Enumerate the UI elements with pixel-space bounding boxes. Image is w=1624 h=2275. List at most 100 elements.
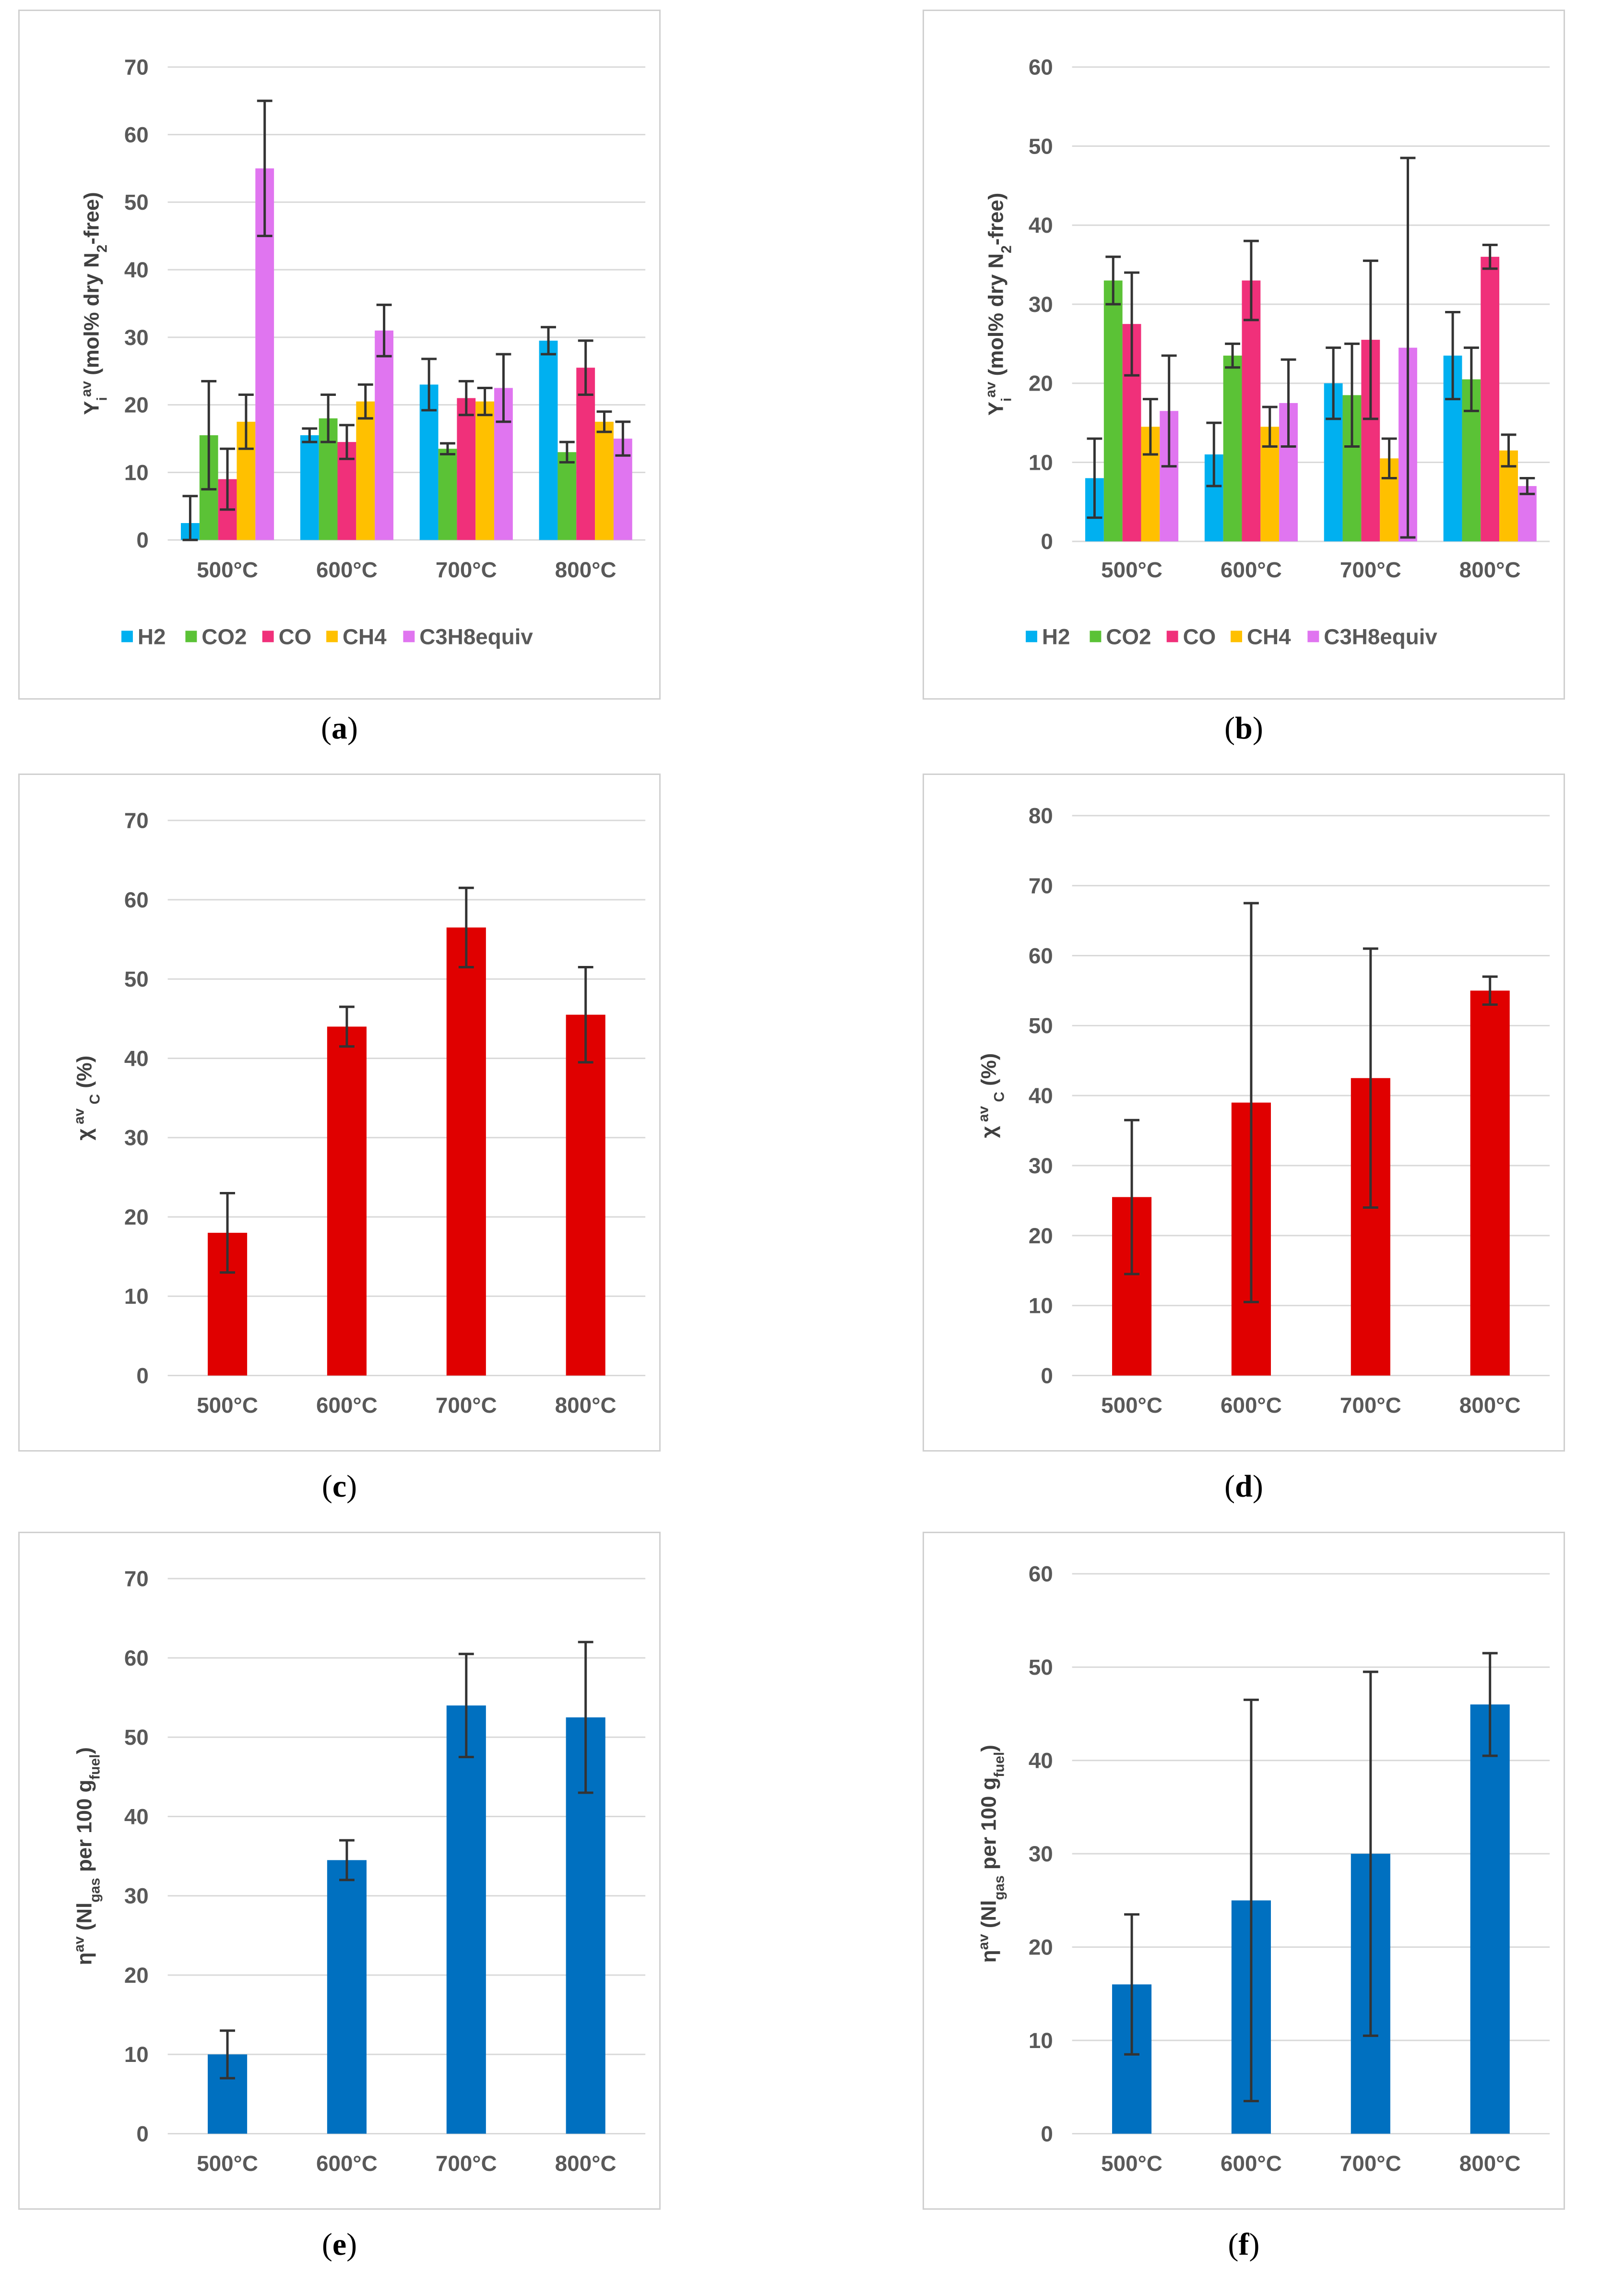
x-tick-label: 700°C [1340,2151,1401,2176]
y-tick-label: 0 [136,528,148,552]
error-bar [559,441,575,464]
y-tick-label: 60 [1029,943,1053,968]
y-axis-label: χ av C (%) [71,1056,103,1141]
error-bar [477,386,493,417]
y-tick-label: 70 [124,55,149,80]
y-tick-label: 70 [1029,874,1053,898]
legend-label: CO2 [202,624,247,649]
y-tick-label: 30 [124,1884,149,1908]
error-bar [578,1641,593,1794]
caption-e: (e) [321,2227,357,2262]
x-tick-label: 600°C [316,1393,378,1417]
x-tick-label: 800°C [555,1393,616,1417]
chart-panel-b: 0 10 20 30 40 50 60 500°C 600°C 700°C 800°C Yiav (m… [923,10,1565,700]
legend-swatch [403,631,415,643]
error-bar [1326,346,1341,420]
chart-panel-d: 0 10 20 30 40 50 60 70 80 500°C 600°C 700°C 800°C χ a… [923,774,1565,1452]
error-bar [320,393,336,443]
y-tick-label: 70 [124,809,149,833]
legend-label: CH4 [1247,624,1291,649]
y-tick-label: 20 [1029,1935,1053,1960]
bar-ch4 [356,401,375,540]
bar-co2 [1103,280,1123,542]
bar-h2 [539,340,558,540]
bar-co2 [557,452,577,540]
x-tick-label: 800°C [1459,558,1521,582]
y-tick-label: 20 [124,393,149,417]
error-bar [357,383,373,420]
x-tick-label: 700°C [436,558,497,582]
legend-label: H2 [1042,624,1070,649]
legend-label: CO [1183,624,1216,649]
x-tick-label: 600°C [1221,1393,1282,1417]
bar-gas-yield [446,1705,486,2134]
x-tick-label: 600°C [316,2151,378,2176]
legend-swatch [185,631,197,643]
error-bar [541,326,556,356]
error-bar [1381,437,1397,479]
y-tick-label: 20 [124,1963,149,1988]
x-tick-label: 700°C [436,1393,497,1417]
caption-c: (c) [321,1469,357,1504]
error-bar [201,380,217,491]
x-tick-label: 800°C [1459,1393,1521,1417]
y-tick-label: 30 [124,325,149,350]
y-tick-label: 60 [124,122,149,147]
y-tick-label: 80 [1029,804,1053,828]
chart-panel-e: 0 10 20 30 40 50 60 70 500°C 600°C 700°C 800°C ηav (… [18,1532,661,2210]
y-axis-label: Yiav (mol% dry N2-free) [78,192,110,415]
legend-swatch [121,631,133,643]
error-bar [182,495,198,541]
bar-conversion [446,927,486,1376]
error-bar [220,447,235,511]
y-tick-label: 70 [124,1567,149,1591]
x-tick-label: 600°C [1221,558,1282,582]
y-tick-label: 0 [136,1363,148,1388]
x-tick-label: 500°C [197,2151,258,2176]
error-bar [1161,354,1177,468]
legend-label: CH4 [343,624,387,649]
chart-c: 0 10 20 30 40 50 60 70 500°C 600°C 700°C 800°C χ av … [71,809,646,1417]
error-bar [1206,421,1222,488]
error-bar [578,965,593,1064]
y-tick-label: 0 [1041,529,1053,554]
bar-co [1481,257,1500,542]
chart-b: 0 10 20 30 40 50 60 500°C 600°C 700°C 800°C Yiav (m… [983,55,1550,649]
bar-conversion [1470,990,1510,1376]
legend-swatch [1166,631,1178,643]
y-tick-label: 60 [1029,1562,1053,1586]
error-bar [1280,358,1296,448]
error-bar [458,886,474,968]
error-bar [376,303,392,357]
y-tick-label: 50 [1029,134,1053,158]
legend-swatch [1231,631,1243,643]
y-tick-label: 10 [1029,1294,1053,1318]
y-tick-label: 40 [124,1804,149,1829]
x-tick-label: 800°C [1459,2151,1521,2176]
y-tick-label: 10 [124,460,149,485]
error-bar [1463,346,1479,412]
chart-d: 0 10 20 30 40 50 60 70 80 500°C 600°C 700°C 800°C χ a… [975,804,1550,1417]
x-tick-label: 700°C [1340,558,1401,582]
y-tick-label: 50 [124,1725,149,1750]
error-bar [1445,310,1460,401]
error-bar [1400,156,1416,539]
bar-co [576,368,595,540]
y-tick-label: 50 [1029,1655,1053,1679]
error-bar [220,2029,235,2080]
bar-ch4 [475,401,495,540]
y-tick-label: 40 [1029,1749,1053,1773]
error-bar [220,1191,235,1274]
y-axis-label: ηav (Nlgas per 100 gfuel) [975,1745,1007,1963]
error-bar [339,1839,355,1882]
error-bar [1262,405,1278,448]
bar-c3h8equiv [1517,486,1537,542]
error-bar [1124,1119,1139,1275]
x-tick-label: 500°C [1101,1393,1162,1417]
x-tick-label: 800°C [555,558,616,582]
y-tick-label: 30 [1029,1154,1053,1178]
error-bar [578,339,593,396]
y-tick-label: 10 [1029,2028,1053,2053]
error-bar [458,1653,474,1759]
error-bar [596,410,612,433]
